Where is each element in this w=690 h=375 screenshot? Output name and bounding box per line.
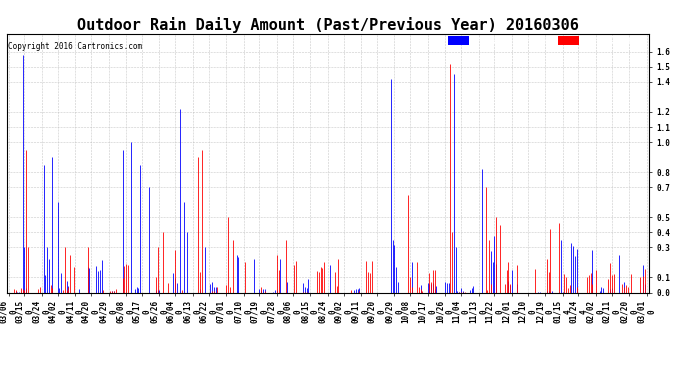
Title: Outdoor Rain Daily Amount (Past/Previous Year) 20160306: Outdoor Rain Daily Amount (Past/Previous… xyxy=(77,16,579,33)
Legend: Previous (Inches), Past (Inches): Previous (Inches), Past (Inches) xyxy=(446,34,648,47)
Text: Copyright 2016 Cartronics.com: Copyright 2016 Cartronics.com xyxy=(8,42,142,51)
